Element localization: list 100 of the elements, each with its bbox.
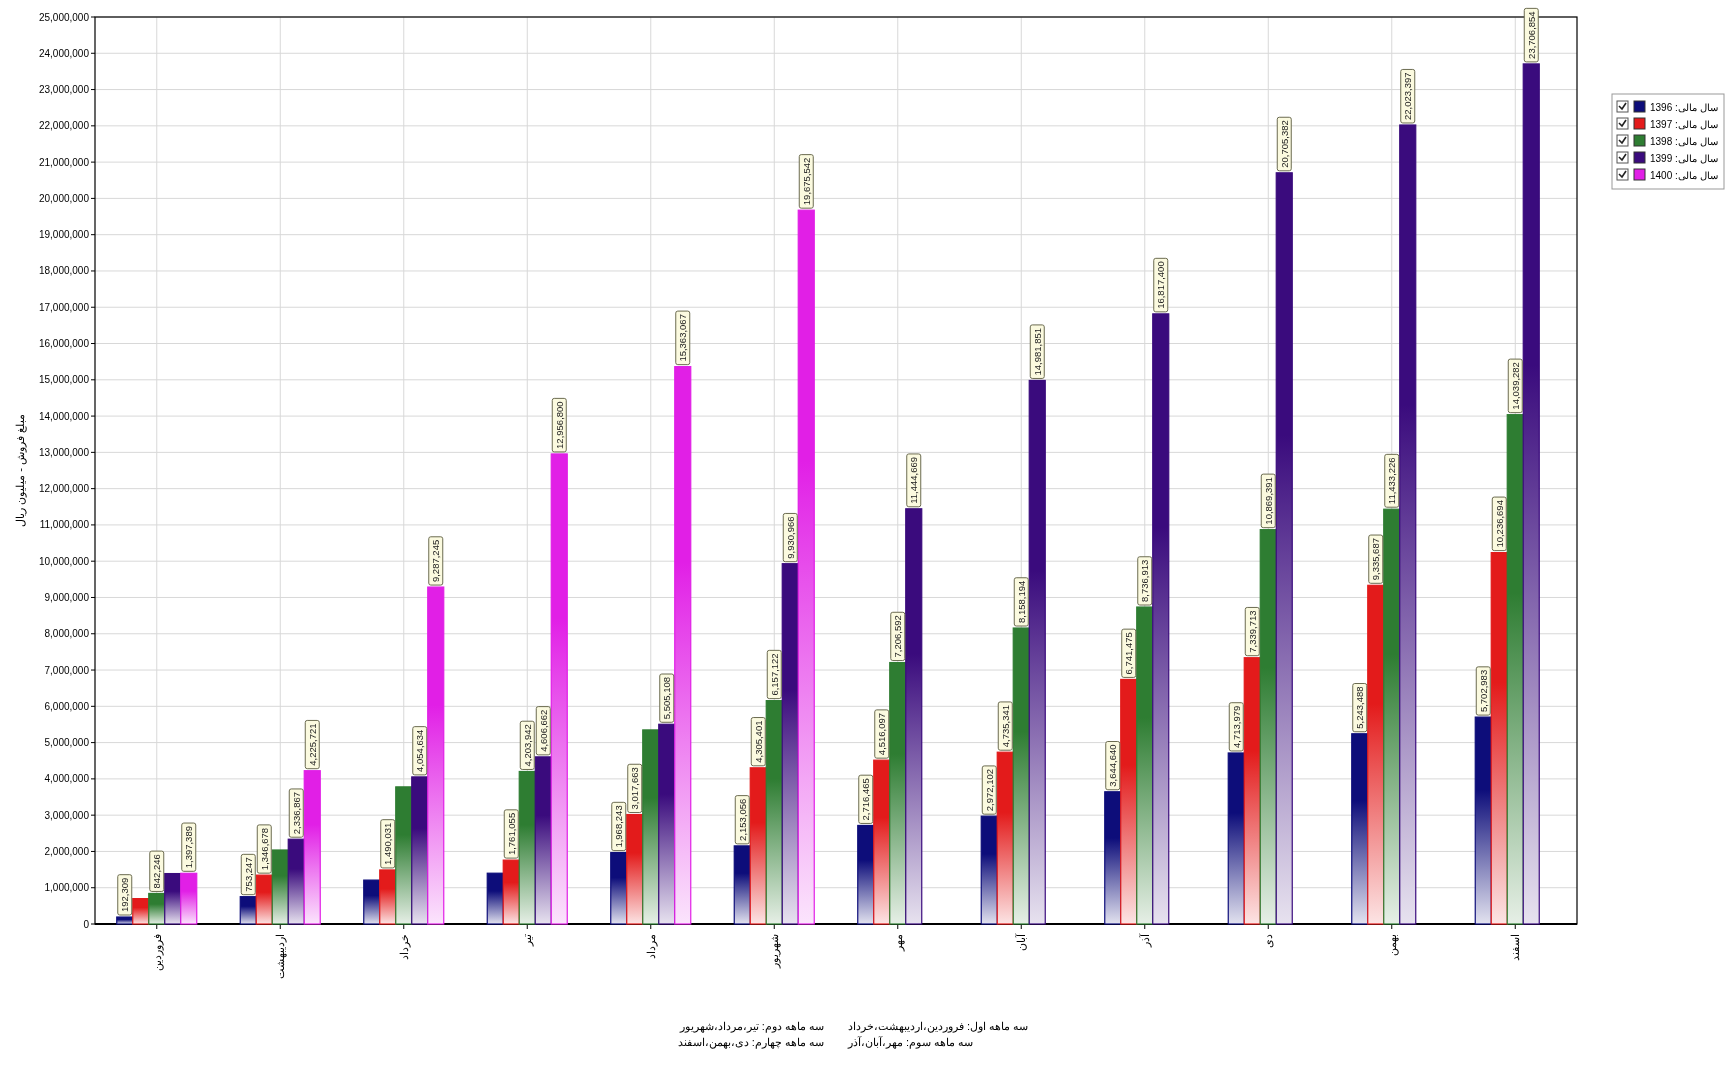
y-tick-label: 22,000,000 <box>38 120 90 132</box>
data-label: 2,716,465 <box>860 778 872 821</box>
x-tick-label: شهریور <box>768 934 782 969</box>
data-label: 10,869,391 <box>1262 477 1274 525</box>
data-label: 15,363,067 <box>677 314 689 362</box>
y-tick-label: 3,000,000 <box>44 809 90 821</box>
bar <box>287 838 305 925</box>
y-tick-label: 23,000,000 <box>38 84 90 96</box>
data-label: 8,158,194 <box>1015 580 1027 624</box>
y-tick-label: 0 <box>83 918 90 930</box>
y-tick-label: 1,000,000 <box>44 882 90 894</box>
y-tick-label: 19,000,000 <box>38 229 90 241</box>
text: سه ماهه دوم: تیر،مرداد،شهریور <box>678 1020 824 1033</box>
bar <box>502 859 520 925</box>
y-tick-label: 7,000,000 <box>44 664 90 676</box>
data-label: 11,433,226 <box>1386 457 1398 505</box>
legend-label: سال مالی: 1398 <box>1650 136 1718 147</box>
bar <box>255 874 273 925</box>
y-tick-label: 21,000,000 <box>38 156 90 168</box>
x-tick-label: اردیبهشت <box>274 934 288 979</box>
y-tick-label: 8,000,000 <box>44 628 90 640</box>
data-label: 6,157,122 <box>768 653 780 696</box>
data-label: 4,713,979 <box>1230 705 1242 748</box>
y-tick-label: 24,000,000 <box>38 47 90 59</box>
y-tick-label: 18,000,000 <box>38 265 90 277</box>
x-tick-label: بهمن <box>1385 934 1399 956</box>
y-tick-label: 11,000,000 <box>39 519 90 531</box>
legend-label: سال مالی: 1397 <box>1650 119 1718 130</box>
x-tick-label: آبان <box>1015 933 1028 951</box>
data-label: 20,705,382 <box>1278 120 1290 168</box>
data-label: 7,339,713 <box>1246 610 1258 653</box>
x-tick-label: آذر <box>1138 933 1152 948</box>
data-label: 19,675,542 <box>800 157 812 206</box>
bar <box>797 209 815 925</box>
bar <box>427 586 445 925</box>
data-label: 5,243,488 <box>1354 686 1366 729</box>
text: سه ماهه اول: فروردین،اردیبهشت،خرداد <box>848 1020 1029 1033</box>
bar <box>642 729 660 925</box>
data-label: 14,039,282 <box>1509 362 1521 410</box>
data-label: 842,246 <box>151 854 163 889</box>
data-label: 4,735,341 <box>999 704 1011 748</box>
y-tick-label: 13,000,000 <box>38 446 90 458</box>
bar <box>980 815 998 925</box>
data-label: 22,023,397 <box>1402 72 1414 120</box>
y-tick-label: 2,000,000 <box>44 845 90 857</box>
data-label: 16,817,400 <box>1155 261 1167 309</box>
y-tick-label: 4,000,000 <box>44 773 90 785</box>
y-tick-label: 20,000,000 <box>38 192 90 204</box>
y-tick-label: 12,000,000 <box>38 483 90 495</box>
y-tick-label: 5,000,000 <box>44 737 90 749</box>
y-tick-label: 10,000,000 <box>38 555 90 567</box>
bar <box>395 786 413 925</box>
y-tick-label: 25,000,000 <box>38 11 90 23</box>
bar <box>1474 716 1492 925</box>
data-label: 3,644,640 <box>1107 744 1119 787</box>
x-tick-label: تیر <box>521 934 535 947</box>
y-tick-label: 14,000,000 <box>38 410 90 422</box>
data-label: 4,054,634 <box>414 729 426 772</box>
y-axis-title: مبلغ فروش - میلیون ریال <box>14 414 27 527</box>
data-label: 11,444,669 <box>908 456 920 504</box>
data-label: 4,225,721 <box>306 723 318 766</box>
data-label: 4,203,942 <box>521 724 533 767</box>
legend-label: سال مالی: 1399 <box>1650 153 1718 164</box>
x-tick-label: فروردین <box>150 934 164 971</box>
y-tick-label: 16,000,000 <box>38 338 90 350</box>
legend-label: سال مالی: 1400 <box>1650 170 1718 181</box>
y-tick-label: 6,000,000 <box>44 700 90 712</box>
data-label: 23,706,854 <box>1525 11 1537 59</box>
y-tick-label: 17,000,000 <box>38 301 90 313</box>
bar <box>996 751 1014 925</box>
data-label: 9,335,687 <box>1370 538 1382 581</box>
data-label: 5,702,983 <box>1477 669 1489 713</box>
y-tick-label: 15,000,000 <box>38 374 90 386</box>
data-label: 4,305,401 <box>752 720 764 763</box>
y-tick-label: 9,000,000 <box>44 591 90 603</box>
bar <box>271 849 289 925</box>
data-label: 10,236,694 <box>1493 500 1505 548</box>
bar <box>116 916 134 925</box>
data-label: 2,153,056 <box>736 798 748 841</box>
data-label: 2,336,867 <box>290 791 302 835</box>
data-label: 9,930,966 <box>784 516 796 559</box>
data-label: 1,761,055 <box>505 812 517 856</box>
data-label: 3,017,663 <box>629 767 641 810</box>
legend-label: سال مالی: 1396 <box>1650 102 1718 113</box>
data-label: 2,972,102 <box>983 768 995 812</box>
text: سه ماهه سوم: مهر،آبان،آذر <box>847 1036 974 1049</box>
data-label: 12,956,800 <box>553 401 565 449</box>
x-tick-label: دی <box>1262 934 1275 948</box>
data-label: 1,346,678 <box>258 827 270 871</box>
bar <box>873 759 891 925</box>
data-label: 5,505,108 <box>661 677 673 720</box>
data-label: 192,309 <box>119 877 131 913</box>
bar <box>1136 606 1154 925</box>
bar <box>164 872 182 925</box>
data-label: 4,606,662 <box>537 709 549 752</box>
data-label: 7,206,592 <box>892 615 904 658</box>
text: سه ماهه چهارم: دی،بهمن،اسفند <box>677 1036 824 1049</box>
data-label: 753,247 <box>242 857 254 892</box>
data-label: 4,516,097 <box>876 712 888 756</box>
x-tick-label: خرداد <box>397 934 411 960</box>
